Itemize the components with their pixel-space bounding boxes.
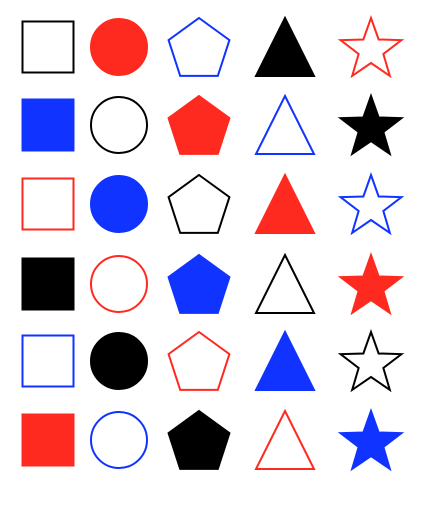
black-filled-triangle-icon	[254, 15, 316, 77]
blue-filled-circle-icon	[90, 175, 148, 233]
red-outline-star-icon	[337, 15, 405, 79]
blue-filled-square-icon	[21, 98, 75, 152]
black-filled-square-icon	[21, 257, 75, 311]
black-outline-star-icon	[337, 329, 405, 393]
blue-outline-star-icon	[337, 172, 405, 236]
red-outline-triangle-icon	[254, 408, 316, 470]
blue-filled-star-icon	[337, 408, 405, 472]
red-filled-pentagon-icon	[167, 94, 231, 155]
red-filled-circle-icon	[90, 18, 148, 76]
blue-outline-square-icon	[21, 334, 75, 388]
black-outline-circle-icon	[90, 96, 148, 154]
red-outline-square-icon	[21, 177, 75, 231]
blue-outline-triangle-icon	[254, 93, 316, 155]
blue-filled-triangle-icon	[254, 329, 316, 391]
blue-outline-pentagon-icon	[167, 16, 231, 77]
red-filled-triangle-icon	[254, 172, 316, 234]
black-outline-square-icon	[21, 20, 75, 74]
red-outline-circle-icon	[90, 255, 148, 313]
black-filled-star-icon	[337, 93, 405, 157]
red-filled-square-icon	[21, 413, 75, 467]
black-filled-circle-icon	[90, 332, 148, 390]
blue-outline-circle-icon	[90, 411, 148, 469]
black-filled-pentagon-icon	[167, 409, 231, 470]
red-outline-pentagon-icon	[167, 330, 231, 391]
red-filled-star-icon	[337, 252, 405, 316]
blue-filled-pentagon-icon	[167, 253, 231, 314]
black-outline-pentagon-icon	[167, 173, 231, 234]
black-outline-triangle-icon	[254, 252, 316, 314]
